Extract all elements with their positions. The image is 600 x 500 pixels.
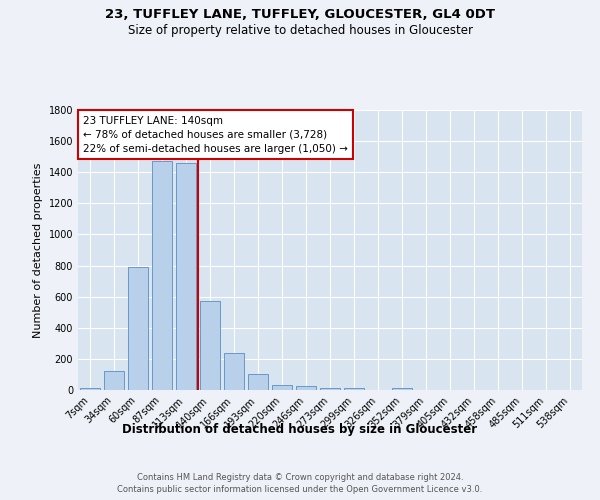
Text: Contains public sector information licensed under the Open Government Licence v3: Contains public sector information licen… xyxy=(118,485,482,494)
Bar xyxy=(248,374,268,390)
Bar xyxy=(104,372,124,390)
Y-axis label: Number of detached properties: Number of detached properties xyxy=(33,162,43,338)
Bar xyxy=(176,163,196,390)
Bar xyxy=(392,388,412,390)
Text: 23, TUFFLEY LANE, TUFFLEY, GLOUCESTER, GL4 0DT: 23, TUFFLEY LANE, TUFFLEY, GLOUCESTER, G… xyxy=(105,8,495,20)
Bar xyxy=(224,352,244,390)
Bar xyxy=(320,388,340,390)
Bar xyxy=(296,386,316,390)
Bar xyxy=(344,388,364,390)
Text: 23 TUFFLEY LANE: 140sqm
← 78% of detached houses are smaller (3,728)
22% of semi: 23 TUFFLEY LANE: 140sqm ← 78% of detache… xyxy=(83,116,348,154)
Bar xyxy=(80,388,100,390)
Bar xyxy=(272,384,292,390)
Bar xyxy=(152,162,172,390)
Text: Size of property relative to detached houses in Gloucester: Size of property relative to detached ho… xyxy=(128,24,473,37)
Bar xyxy=(128,267,148,390)
Text: Distribution of detached houses by size in Gloucester: Distribution of detached houses by size … xyxy=(122,422,478,436)
Text: Contains HM Land Registry data © Crown copyright and database right 2024.: Contains HM Land Registry data © Crown c… xyxy=(137,472,463,482)
Bar xyxy=(200,302,220,390)
